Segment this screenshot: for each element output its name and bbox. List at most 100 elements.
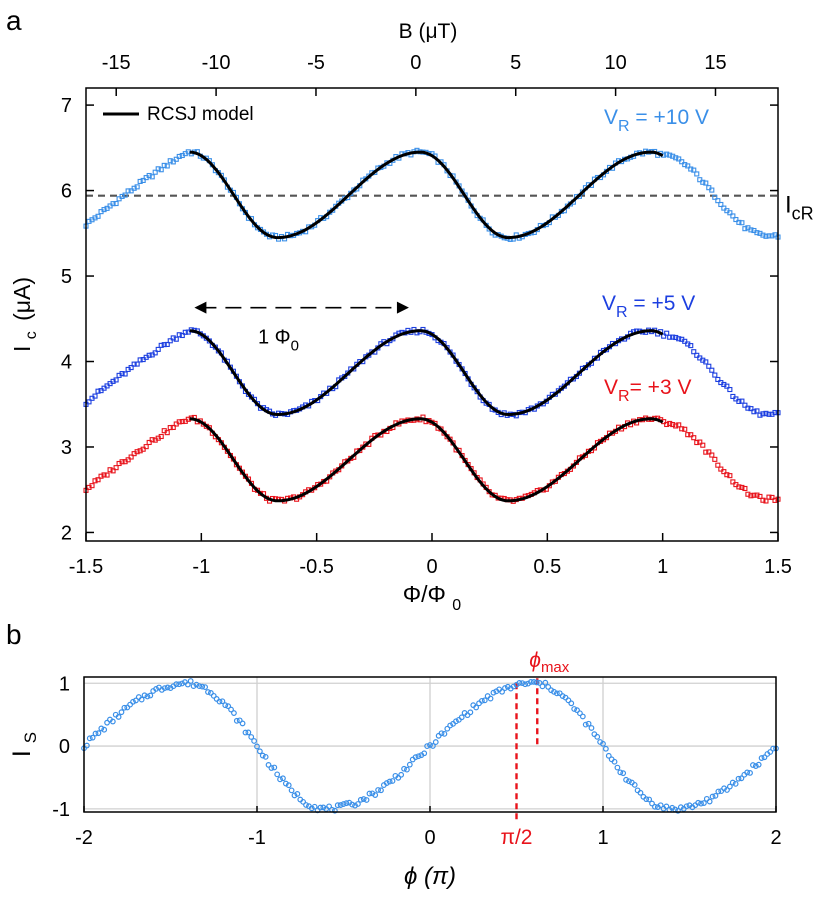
data-point xyxy=(676,336,682,342)
data-point xyxy=(89,483,95,489)
data-point xyxy=(170,424,176,430)
data-point xyxy=(308,805,315,812)
data-point xyxy=(553,690,560,697)
data-point xyxy=(522,681,529,688)
data-point xyxy=(251,738,258,744)
model-curve xyxy=(189,417,664,503)
data-point xyxy=(109,718,116,725)
data-point xyxy=(326,803,332,810)
data-point xyxy=(233,717,240,724)
data-point xyxy=(179,332,185,339)
data-point xyxy=(670,334,676,340)
data-point xyxy=(760,411,766,417)
data-point xyxy=(750,762,756,768)
data-point xyxy=(176,681,183,688)
data-point xyxy=(600,740,606,747)
data-point xyxy=(176,419,182,425)
data-point xyxy=(464,712,471,719)
panel-a-data-points xyxy=(83,147,781,504)
data-point xyxy=(602,745,609,752)
data-point xyxy=(149,174,155,180)
data-point xyxy=(424,743,431,750)
data-point xyxy=(691,349,697,355)
data-point xyxy=(144,693,151,700)
data-point xyxy=(519,680,526,686)
data-point xyxy=(760,232,766,238)
data-point xyxy=(173,156,179,162)
data-point xyxy=(167,158,173,164)
data-point xyxy=(265,762,272,768)
data-point xyxy=(349,801,356,808)
data-point xyxy=(256,748,263,755)
data-point xyxy=(95,213,101,219)
series-label-main: V xyxy=(604,106,618,129)
data-point xyxy=(357,796,364,803)
icr-label: IcR xyxy=(785,192,814,224)
top-tick-label: -5 xyxy=(307,52,325,74)
data-point xyxy=(262,753,269,760)
data-point xyxy=(697,439,703,445)
data-point xyxy=(412,754,419,761)
data-point xyxy=(92,478,98,484)
data-point xyxy=(700,442,706,448)
data-point xyxy=(259,752,266,759)
data-point xyxy=(363,797,370,803)
data-point xyxy=(676,422,682,428)
data-point xyxy=(427,742,433,748)
rcsj-model-curves xyxy=(189,150,664,503)
data-point xyxy=(164,684,171,691)
data-point xyxy=(539,683,546,690)
data-point xyxy=(101,472,107,478)
data-point xyxy=(366,790,373,797)
data-point xyxy=(110,468,116,474)
data-point xyxy=(395,774,402,781)
data-point xyxy=(682,162,688,168)
data-point xyxy=(401,765,407,772)
data-point xyxy=(727,473,733,479)
y-tick-label: 1 xyxy=(59,673,70,695)
data-point xyxy=(119,371,125,377)
data-point xyxy=(140,177,146,183)
data-point xyxy=(360,796,367,802)
series-label-rest: = +3 V xyxy=(630,376,692,399)
panel-a-frame xyxy=(85,87,779,542)
data-point xyxy=(104,719,110,726)
x-axis-label-sub: 0 xyxy=(452,597,461,614)
data-point xyxy=(682,426,688,432)
data-point xyxy=(216,698,223,705)
data-point xyxy=(528,679,534,685)
model-curve xyxy=(189,329,664,417)
data-point xyxy=(152,169,158,175)
data-point xyxy=(652,803,658,810)
data-point xyxy=(748,406,754,412)
phi-max-label: ϕmax xyxy=(529,649,570,676)
top-axis-title: B (μT) xyxy=(399,20,458,43)
data-point xyxy=(712,372,718,378)
y-tick-label: 2 xyxy=(61,522,72,544)
data-point xyxy=(718,201,724,208)
data-point xyxy=(533,679,540,686)
data-point xyxy=(559,693,566,699)
y-axis-label-unit: (μA) xyxy=(9,277,35,321)
data-point xyxy=(571,706,578,712)
data-point xyxy=(202,684,209,691)
series-label-sub: R xyxy=(618,388,630,405)
data-point xyxy=(727,210,733,216)
data-point xyxy=(146,352,152,358)
data-point xyxy=(712,456,718,462)
panel-b-y-label-main: I xyxy=(8,750,36,757)
panel-b-y-ticks: -1 0 1 xyxy=(52,673,70,821)
data-point xyxy=(158,433,164,440)
arrow-label: 1 Φ0 xyxy=(258,327,299,355)
data-point xyxy=(637,789,644,796)
data-point xyxy=(712,194,718,200)
data-point xyxy=(107,467,113,473)
data-point xyxy=(709,367,715,373)
data-point xyxy=(404,766,410,773)
data-point xyxy=(646,796,653,803)
data-point xyxy=(125,188,131,194)
data-point xyxy=(752,763,759,769)
data-point xyxy=(676,156,682,162)
data-point xyxy=(98,725,105,732)
